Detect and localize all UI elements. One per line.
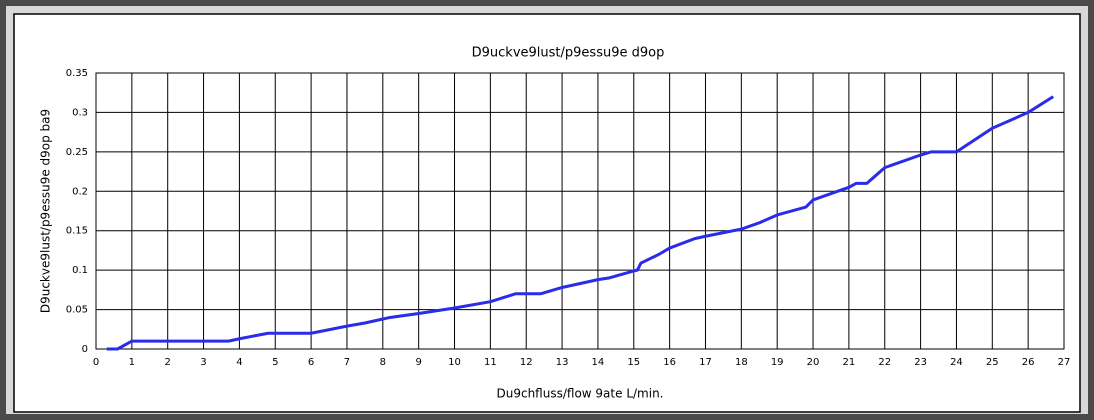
x-tick-label: 20 bbox=[807, 357, 820, 368]
y-tick-label: 0.15 bbox=[66, 226, 88, 237]
chart-panel bbox=[13, 13, 1081, 413]
x-tick-label: 19 bbox=[771, 357, 784, 368]
x-tick-label: 27 bbox=[1058, 357, 1071, 368]
y-tick-label: 0 bbox=[82, 344, 88, 355]
x-tick-label: 11 bbox=[484, 357, 497, 368]
x-tick-label: 25 bbox=[986, 357, 999, 368]
x-tick-label: 9 bbox=[415, 357, 421, 368]
x-tick-label: 1 bbox=[129, 357, 135, 368]
x-tick-label: 16 bbox=[663, 357, 676, 368]
x-tick-label: 24 bbox=[950, 357, 963, 368]
x-tick-label: 21 bbox=[843, 357, 856, 368]
x-tick-label: 7 bbox=[344, 357, 350, 368]
x-tick-label: 5 bbox=[272, 357, 278, 368]
x-tick-label: 2 bbox=[165, 357, 171, 368]
x-tick-label: 23 bbox=[914, 357, 927, 368]
y-tick-label: 0.3 bbox=[72, 107, 88, 118]
x-axis-label: Du9chfluss/flow 9ate L/min. bbox=[497, 387, 664, 401]
x-tick-label: 22 bbox=[878, 357, 891, 368]
x-tick-label: 26 bbox=[1022, 357, 1035, 368]
plot-border bbox=[95, 72, 1065, 350]
y-tick-label: 0.35 bbox=[66, 68, 88, 79]
y-tick-label: 0.25 bbox=[66, 147, 88, 158]
data-line bbox=[106, 95, 1055, 351]
x-tick-label: 12 bbox=[520, 357, 533, 368]
x-tick-label: 4 bbox=[236, 357, 242, 368]
y-tick-label: 0.1 bbox=[72, 265, 88, 276]
x-tick-label: 6 bbox=[308, 357, 314, 368]
x-tick-label: 15 bbox=[627, 357, 640, 368]
x-tick-label: 18 bbox=[735, 357, 748, 368]
x-tick-label: 10 bbox=[448, 357, 461, 368]
y-tick-label: 0.05 bbox=[66, 305, 88, 316]
x-tick-label: 3 bbox=[200, 357, 206, 368]
y-axis-label: D9uckve9lust/p9essu9e d9op ba9 bbox=[39, 109, 53, 313]
x-tick-label: 13 bbox=[556, 357, 569, 368]
x-tick-label: 8 bbox=[380, 357, 386, 368]
y-tick-label: 0.2 bbox=[72, 186, 88, 197]
x-tick-label: 14 bbox=[592, 357, 605, 368]
chart-title: D9uckve9lust/p9essu9e d9op bbox=[472, 46, 665, 61]
x-tick-label: 17 bbox=[699, 357, 712, 368]
x-tick-label: 0 bbox=[93, 357, 99, 368]
